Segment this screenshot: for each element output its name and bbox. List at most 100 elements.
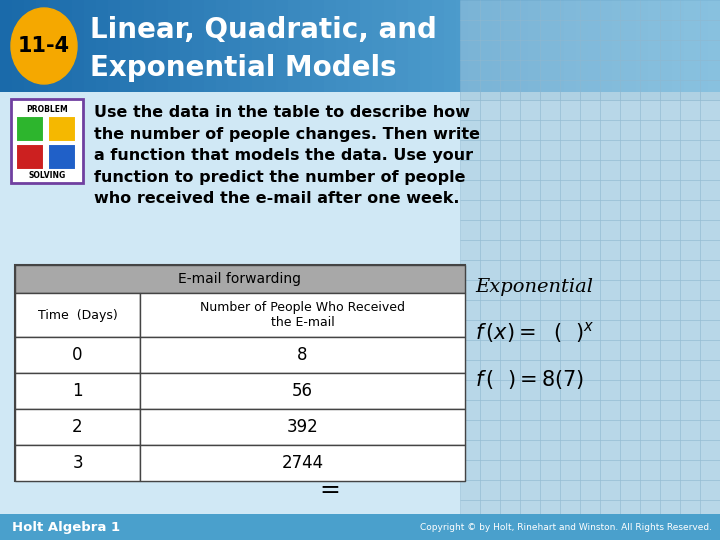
FancyBboxPatch shape: [620, 320, 640, 340]
FancyBboxPatch shape: [552, 0, 565, 92]
FancyBboxPatch shape: [660, 20, 680, 40]
FancyBboxPatch shape: [620, 500, 640, 520]
FancyBboxPatch shape: [560, 0, 580, 20]
FancyBboxPatch shape: [620, 240, 640, 260]
FancyBboxPatch shape: [560, 80, 580, 100]
FancyBboxPatch shape: [600, 300, 620, 320]
FancyBboxPatch shape: [520, 140, 540, 160]
Text: 0: 0: [72, 346, 83, 364]
FancyBboxPatch shape: [700, 80, 720, 100]
FancyBboxPatch shape: [520, 480, 540, 500]
FancyBboxPatch shape: [540, 60, 560, 80]
FancyBboxPatch shape: [700, 520, 720, 540]
FancyBboxPatch shape: [460, 440, 480, 460]
FancyBboxPatch shape: [520, 220, 540, 240]
FancyBboxPatch shape: [620, 40, 640, 60]
FancyBboxPatch shape: [460, 400, 480, 420]
FancyBboxPatch shape: [700, 360, 720, 380]
FancyBboxPatch shape: [620, 0, 640, 20]
FancyBboxPatch shape: [192, 0, 205, 92]
FancyBboxPatch shape: [700, 40, 720, 60]
FancyBboxPatch shape: [660, 260, 680, 280]
FancyBboxPatch shape: [216, 0, 229, 92]
FancyBboxPatch shape: [132, 0, 145, 92]
FancyBboxPatch shape: [640, 40, 660, 60]
FancyBboxPatch shape: [660, 500, 680, 520]
FancyBboxPatch shape: [460, 460, 480, 480]
FancyBboxPatch shape: [460, 300, 480, 320]
FancyBboxPatch shape: [15, 445, 140, 481]
FancyBboxPatch shape: [580, 160, 600, 180]
FancyBboxPatch shape: [620, 420, 640, 440]
FancyBboxPatch shape: [660, 80, 680, 100]
FancyBboxPatch shape: [600, 120, 620, 140]
Text: Exponential: Exponential: [475, 278, 593, 296]
FancyBboxPatch shape: [540, 320, 560, 340]
FancyBboxPatch shape: [528, 0, 541, 92]
FancyBboxPatch shape: [580, 180, 600, 200]
FancyBboxPatch shape: [580, 500, 600, 520]
FancyBboxPatch shape: [640, 300, 660, 320]
FancyBboxPatch shape: [680, 180, 700, 200]
FancyBboxPatch shape: [620, 60, 640, 80]
FancyBboxPatch shape: [460, 40, 480, 60]
FancyBboxPatch shape: [680, 480, 700, 500]
FancyBboxPatch shape: [700, 320, 720, 340]
FancyBboxPatch shape: [580, 100, 600, 120]
FancyBboxPatch shape: [84, 0, 97, 92]
FancyBboxPatch shape: [24, 0, 37, 92]
FancyBboxPatch shape: [600, 60, 620, 80]
FancyBboxPatch shape: [660, 20, 680, 40]
FancyBboxPatch shape: [540, 200, 560, 220]
FancyBboxPatch shape: [580, 240, 600, 260]
Text: 2744: 2744: [282, 454, 323, 472]
Text: 1: 1: [72, 382, 83, 400]
FancyBboxPatch shape: [580, 200, 600, 220]
FancyBboxPatch shape: [660, 300, 680, 320]
FancyBboxPatch shape: [560, 400, 580, 420]
FancyBboxPatch shape: [480, 120, 500, 140]
FancyBboxPatch shape: [580, 480, 600, 500]
FancyBboxPatch shape: [680, 300, 700, 320]
FancyBboxPatch shape: [660, 160, 680, 180]
FancyBboxPatch shape: [144, 0, 157, 92]
FancyBboxPatch shape: [640, 520, 660, 540]
FancyBboxPatch shape: [540, 300, 560, 320]
FancyBboxPatch shape: [540, 500, 560, 520]
FancyBboxPatch shape: [700, 480, 720, 500]
FancyBboxPatch shape: [580, 20, 600, 40]
FancyBboxPatch shape: [560, 380, 580, 400]
Text: Use the data in the table to describe how
the number of people changes. Then wri: Use the data in the table to describe ho…: [94, 105, 480, 206]
FancyBboxPatch shape: [520, 40, 540, 60]
FancyBboxPatch shape: [156, 0, 169, 92]
FancyBboxPatch shape: [600, 20, 620, 40]
FancyBboxPatch shape: [660, 340, 680, 360]
FancyBboxPatch shape: [580, 0, 600, 20]
FancyBboxPatch shape: [640, 20, 660, 40]
FancyBboxPatch shape: [252, 0, 265, 92]
FancyBboxPatch shape: [520, 200, 540, 220]
FancyBboxPatch shape: [640, 220, 660, 240]
FancyBboxPatch shape: [620, 20, 640, 40]
FancyBboxPatch shape: [540, 0, 560, 20]
FancyBboxPatch shape: [0, 0, 13, 92]
FancyBboxPatch shape: [15, 373, 140, 409]
FancyBboxPatch shape: [264, 0, 277, 92]
FancyBboxPatch shape: [620, 40, 640, 60]
FancyBboxPatch shape: [700, 240, 720, 260]
FancyBboxPatch shape: [640, 140, 660, 160]
FancyBboxPatch shape: [560, 280, 580, 300]
FancyBboxPatch shape: [60, 0, 73, 92]
FancyBboxPatch shape: [600, 0, 613, 92]
FancyBboxPatch shape: [500, 440, 520, 460]
FancyBboxPatch shape: [480, 20, 500, 40]
Text: 392: 392: [287, 418, 318, 436]
FancyBboxPatch shape: [680, 360, 700, 380]
FancyBboxPatch shape: [580, 40, 600, 60]
FancyBboxPatch shape: [15, 337, 140, 373]
FancyBboxPatch shape: [520, 180, 540, 200]
FancyBboxPatch shape: [480, 20, 500, 40]
FancyBboxPatch shape: [700, 0, 720, 20]
FancyBboxPatch shape: [640, 320, 660, 340]
FancyBboxPatch shape: [680, 20, 700, 40]
